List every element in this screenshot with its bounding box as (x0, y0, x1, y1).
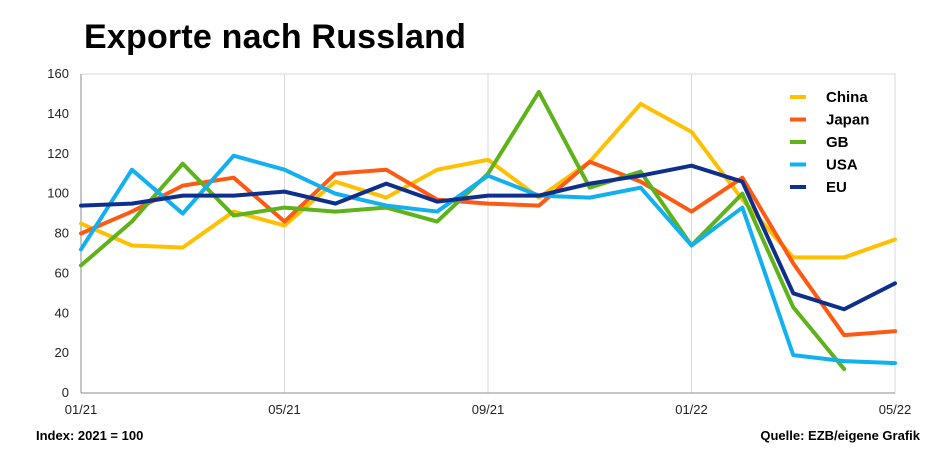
legend-label-china: China (826, 89, 868, 106)
chart-title: Exporte nach Russland (84, 18, 467, 56)
y-tick-label: 60 (55, 265, 69, 280)
x-axis-tick-labels: 01/21 05/21 09/21 01/22 05/22 (65, 402, 912, 417)
series-line-gb (79, 89, 847, 372)
x-tick-label: 05/22 (879, 402, 912, 417)
y-tick-label: 160 (47, 66, 69, 81)
data-series (79, 89, 897, 372)
legend: China Japan GB USA EU (790, 89, 869, 196)
legend-label-eu: EU (826, 179, 847, 196)
legend-label-gb: GB (826, 134, 849, 151)
y-tick-label: 20 (55, 345, 69, 360)
y-axis-tick-labels: 0 20 40 60 80 100 120 140 160 (47, 66, 69, 400)
legend-label-japan: Japan (826, 112, 869, 129)
index-note: Index: 2021 = 100 (36, 428, 144, 443)
source-note: Quelle: EZB/eigene Grafik (760, 428, 920, 443)
y-tick-label: 40 (55, 305, 69, 320)
series-line-usa (79, 153, 897, 366)
y-tick-label: 140 (47, 106, 69, 121)
y-tick-label: 100 (47, 186, 69, 201)
legend-label-usa: USA (826, 157, 858, 174)
x-tick-label: 01/22 (675, 402, 708, 417)
x-tick-label: 01/21 (65, 402, 98, 417)
y-tick-label: 120 (47, 146, 69, 161)
x-tick-label: 05/21 (268, 402, 301, 417)
y-tick-label: 80 (55, 226, 69, 241)
y-tick-label: 0 (62, 385, 69, 400)
x-tick-label: 09/21 (472, 402, 505, 417)
series-line-japan (79, 159, 897, 338)
series-line-eu (79, 163, 897, 312)
